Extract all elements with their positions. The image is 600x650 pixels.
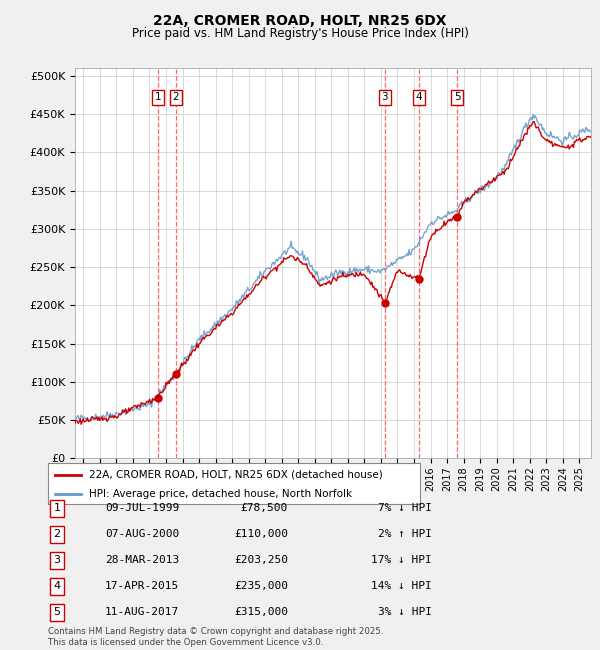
Text: 14% ↓ HPI: 14% ↓ HPI <box>371 581 432 592</box>
Text: 28-MAR-2013: 28-MAR-2013 <box>105 555 179 566</box>
Text: £315,000: £315,000 <box>234 607 288 618</box>
Text: £78,500: £78,500 <box>241 503 288 514</box>
Text: 3: 3 <box>53 555 61 566</box>
Text: 2: 2 <box>173 92 179 102</box>
Text: £110,000: £110,000 <box>234 529 288 539</box>
Text: 1: 1 <box>53 503 61 514</box>
Text: 22A, CROMER ROAD, HOLT, NR25 6DX (detached house): 22A, CROMER ROAD, HOLT, NR25 6DX (detach… <box>89 470 383 480</box>
Text: 5: 5 <box>53 607 61 618</box>
Text: 7% ↓ HPI: 7% ↓ HPI <box>378 503 432 514</box>
Text: 4: 4 <box>53 581 61 592</box>
Text: 1: 1 <box>155 92 161 102</box>
Text: 17-APR-2015: 17-APR-2015 <box>105 581 179 592</box>
Text: 11-AUG-2017: 11-AUG-2017 <box>105 607 179 618</box>
Text: 2: 2 <box>53 529 61 539</box>
Text: 09-JUL-1999: 09-JUL-1999 <box>105 503 179 514</box>
Text: 17% ↓ HPI: 17% ↓ HPI <box>371 555 432 566</box>
Text: 4: 4 <box>416 92 422 102</box>
Text: £235,000: £235,000 <box>234 581 288 592</box>
Text: 3% ↓ HPI: 3% ↓ HPI <box>378 607 432 618</box>
Text: 2% ↑ HPI: 2% ↑ HPI <box>378 529 432 539</box>
Text: HPI: Average price, detached house, North Norfolk: HPI: Average price, detached house, Nort… <box>89 489 352 499</box>
Text: 3: 3 <box>382 92 388 102</box>
Text: 07-AUG-2000: 07-AUG-2000 <box>105 529 179 539</box>
Text: £203,250: £203,250 <box>234 555 288 566</box>
Text: 5: 5 <box>454 92 461 102</box>
Text: Contains HM Land Registry data © Crown copyright and database right 2025.
This d: Contains HM Land Registry data © Crown c… <box>48 627 383 647</box>
Text: 22A, CROMER ROAD, HOLT, NR25 6DX: 22A, CROMER ROAD, HOLT, NR25 6DX <box>153 14 447 29</box>
Text: Price paid vs. HM Land Registry's House Price Index (HPI): Price paid vs. HM Land Registry's House … <box>131 27 469 40</box>
